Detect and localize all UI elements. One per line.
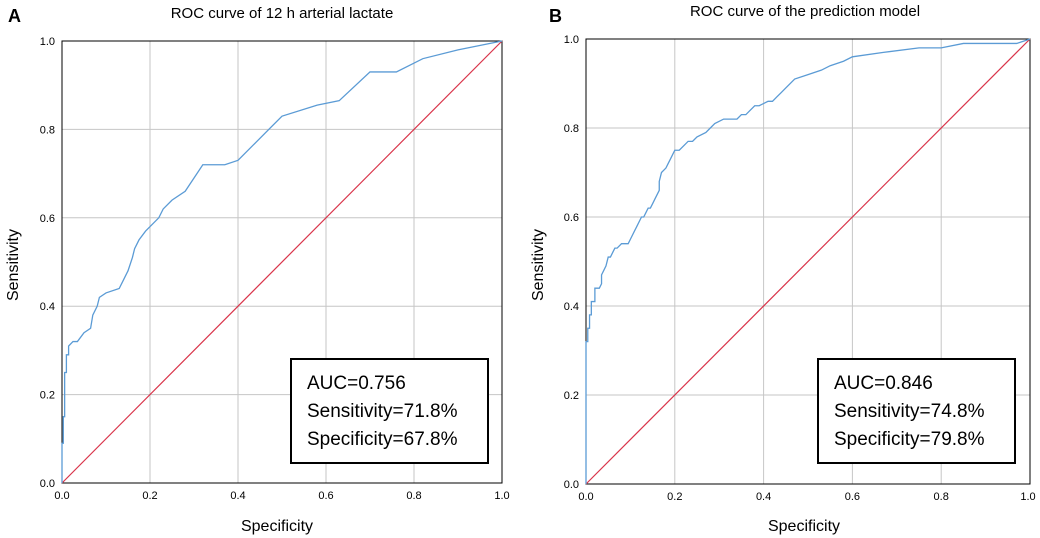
panel-a-y-ticks: 0.0 0.2 0.4 0.6 0.8 1.0 [40, 36, 55, 490]
panel-b-specificity: Specificity=79.8% [834, 429, 985, 450]
panel-a-sensitivity: Sensitivity=71.8% [307, 401, 458, 422]
panel-b-sensitivity: Sensitivity=74.8% [834, 401, 985, 422]
panel-a-plot-frame [61, 40, 503, 484]
panel-b-x-ticks: 0.0 0.2 0.4 0.6 0.8 1.0 [578, 491, 1035, 503]
panel-a-xtick: 1.0 [494, 490, 509, 502]
panel-a-x-ticks: 0.0 0.2 0.4 0.6 0.8 1.0 [54, 490, 509, 502]
panel-b-reference-line [585, 38, 1031, 485]
panel-b-ytick: 0.4 [564, 301, 579, 313]
panel-b-auc: AUC=0.846 [834, 373, 933, 394]
panel-b-title: ROC curve of the prediction model [690, 3, 920, 20]
panel-a-xtick: 0.0 [54, 490, 69, 502]
panel-a-label: A [8, 6, 21, 26]
panel-a-ytick: 0.4 [40, 301, 55, 313]
panel-b-xtick: 1.0 [1020, 491, 1035, 503]
panel-a-annotation-frame [290, 358, 489, 464]
panel-a-ytick: 0.8 [40, 124, 55, 136]
panel-a-xtick: 0.4 [230, 490, 245, 502]
panel-b-annotation-frame [817, 358, 1016, 464]
panel-b-ylabel: Sensitivity [530, 229, 547, 301]
panel-a-auc: AUC=0.756 [307, 373, 406, 394]
panel-b-plot-frame [585, 38, 1031, 485]
panel-a-ytick: 0.2 [40, 390, 55, 402]
panel-b-xtick: 0.8 [934, 491, 949, 503]
panel-b-xtick: 0.6 [845, 491, 860, 503]
panel-b-xtick: 0.4 [756, 491, 771, 503]
panel-a-roc-curve [61, 40, 503, 483]
panel-a-specificity: Specificity=67.8% [307, 429, 458, 450]
panel-b-ytick: 0.0 [564, 479, 579, 491]
panel-b-ytick: 0.6 [564, 212, 579, 224]
panel-a-ytick: 0.6 [40, 213, 55, 225]
panel-b-y-ticks: 0.0 0.2 0.4 0.6 0.8 1.0 [564, 34, 579, 491]
panel-a-ytick: 1.0 [40, 36, 55, 48]
panel-b-xtick: 0.2 [667, 491, 682, 503]
panel-a-xtick: 0.2 [142, 490, 157, 502]
panel-b-xlabel: Specificity [768, 518, 840, 535]
panel-a-xtick: 0.6 [318, 490, 333, 502]
panel-b-xtick: 0.0 [578, 491, 593, 503]
panel-b-ytick: 1.0 [564, 34, 579, 46]
panel-b-roc-curve [585, 38, 1031, 484]
panel-a-title: ROC curve of 12 h arterial lactate [171, 5, 394, 22]
panel-a-ylabel: Sensitivity [5, 229, 22, 301]
panel-a-ytick: 0.0 [40, 478, 55, 490]
panel-b-ytick: 0.8 [564, 123, 579, 135]
panel-b-label: B [549, 6, 562, 26]
panel-b: B ROC curve of the prediction model 0.0 … [530, 3, 1036, 535]
panel-a-xtick: 0.8 [406, 490, 421, 502]
panel-a: A ROC curve of 12 h arterial lactate 0.0… [5, 5, 510, 535]
panel-a-reference-line [61, 40, 503, 484]
panel-a-xlabel: Specificity [241, 518, 313, 535]
panel-b-ytick: 0.2 [564, 390, 579, 402]
panel-a-annotation-box: AUC=0.756 Sensitivity=71.8% Specificity=… [290, 358, 489, 464]
panel-b-annotation-box: AUC=0.846 Sensitivity=74.8% Specificity=… [817, 358, 1016, 464]
